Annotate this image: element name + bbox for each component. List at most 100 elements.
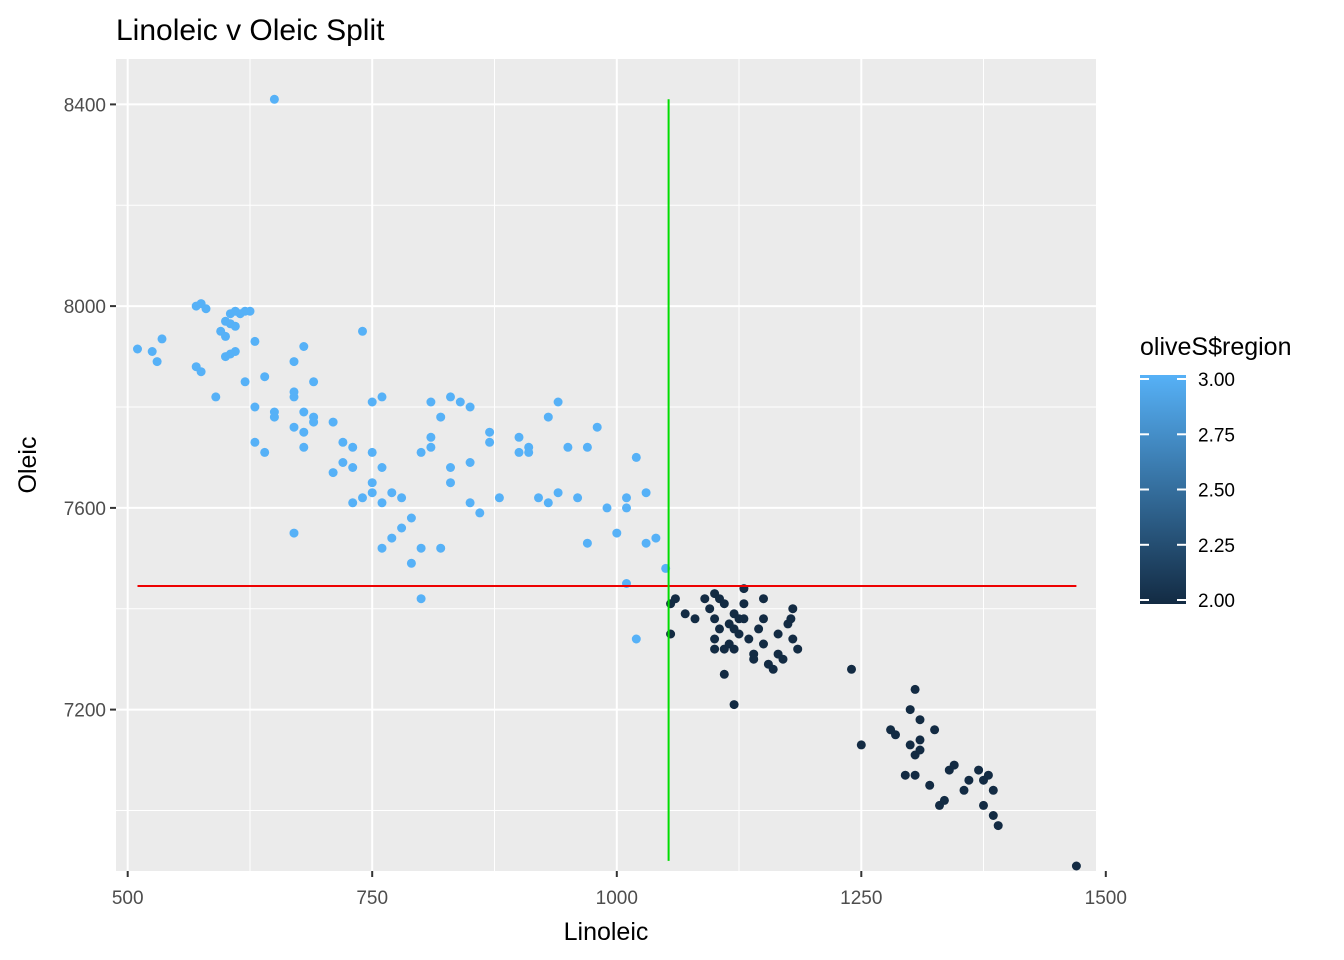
legend-ticks: 3.00 2.75 2.50 2.25 2.00 bbox=[1140, 370, 1235, 612]
data-point bbox=[377, 498, 387, 508]
y-tick-label: 8400 bbox=[64, 95, 106, 116]
data-point bbox=[949, 760, 959, 770]
data-point bbox=[485, 427, 495, 437]
data-point bbox=[631, 452, 641, 462]
data-point bbox=[759, 594, 768, 604]
data-point bbox=[426, 397, 436, 407]
data-point bbox=[622, 503, 631, 513]
data-point bbox=[348, 442, 358, 452]
data-point bbox=[680, 609, 690, 619]
data-point bbox=[582, 538, 592, 548]
data-point bbox=[152, 357, 162, 367]
color-legend: oliveS$region 3.00 2.75 2.50 2.25 2.00 bbox=[1140, 333, 1292, 612]
data-point bbox=[939, 795, 949, 805]
data-point bbox=[436, 412, 446, 422]
data-point bbox=[289, 528, 299, 538]
major-gridlines bbox=[116, 59, 1107, 871]
data-points bbox=[133, 94, 1081, 871]
data-point bbox=[719, 599, 729, 609]
data-point bbox=[446, 463, 455, 472]
data-point bbox=[328, 468, 338, 478]
data-point bbox=[377, 463, 387, 472]
data-point bbox=[891, 730, 900, 740]
data-point bbox=[446, 478, 455, 488]
data-point bbox=[773, 629, 783, 639]
data-point bbox=[514, 447, 524, 457]
data-point bbox=[847, 664, 856, 674]
data-point bbox=[514, 432, 524, 442]
data-point bbox=[416, 543, 426, 553]
split-lines bbox=[137, 99, 1077, 861]
data-point bbox=[915, 745, 925, 755]
data-point bbox=[133, 344, 142, 354]
data-point bbox=[299, 342, 309, 351]
data-point bbox=[465, 498, 475, 508]
x-tick-label: 1250 bbox=[840, 888, 882, 909]
data-point bbox=[377, 543, 387, 553]
data-point bbox=[793, 644, 803, 654]
data-point bbox=[710, 614, 720, 624]
data-point bbox=[367, 397, 377, 407]
data-point bbox=[397, 523, 407, 533]
data-point bbox=[651, 533, 661, 543]
data-point bbox=[759, 614, 768, 624]
data-point bbox=[436, 543, 446, 553]
data-point bbox=[670, 594, 680, 604]
data-point bbox=[196, 367, 206, 377]
data-point bbox=[543, 412, 553, 422]
data-point bbox=[328, 417, 338, 427]
x-tick-label: 500 bbox=[112, 888, 144, 909]
legend-label: 2.00 bbox=[1198, 591, 1235, 612]
data-point bbox=[406, 513, 416, 523]
plot-panel bbox=[116, 59, 1096, 871]
data-point bbox=[426, 442, 436, 452]
data-point bbox=[397, 493, 407, 503]
data-point bbox=[348, 498, 358, 508]
x-axis-title: Linoleic bbox=[564, 918, 649, 946]
x-tick-label: 1500 bbox=[1085, 888, 1127, 909]
data-point bbox=[260, 372, 270, 382]
legend-label: 2.25 bbox=[1198, 536, 1235, 557]
data-point bbox=[338, 458, 348, 467]
legend-label: 2.75 bbox=[1198, 425, 1235, 446]
data-point bbox=[147, 347, 157, 356]
y-tick-label: 7600 bbox=[64, 499, 106, 520]
data-point bbox=[729, 644, 739, 654]
data-point bbox=[719, 669, 729, 679]
data-point bbox=[754, 624, 764, 634]
data-point bbox=[592, 422, 602, 432]
data-point bbox=[299, 427, 309, 437]
data-point bbox=[915, 735, 925, 745]
data-point bbox=[602, 503, 612, 513]
data-point bbox=[988, 785, 998, 795]
data-point bbox=[475, 508, 485, 518]
data-point bbox=[348, 463, 358, 472]
data-point bbox=[778, 654, 788, 664]
y-tick-label: 7200 bbox=[64, 701, 106, 722]
data-point bbox=[269, 94, 279, 104]
data-point bbox=[905, 740, 915, 750]
x-tick-label: 750 bbox=[356, 888, 388, 909]
data-point bbox=[338, 437, 348, 447]
data-point bbox=[768, 664, 778, 674]
data-point bbox=[622, 493, 631, 503]
data-point bbox=[416, 594, 426, 604]
data-point bbox=[250, 402, 260, 412]
data-point bbox=[641, 488, 651, 498]
data-point bbox=[915, 715, 925, 725]
data-point bbox=[553, 488, 563, 498]
data-point bbox=[455, 397, 465, 407]
data-point bbox=[983, 770, 993, 780]
data-point bbox=[705, 604, 715, 614]
data-point bbox=[690, 614, 700, 624]
data-point bbox=[309, 377, 319, 387]
data-point bbox=[485, 437, 495, 447]
data-point bbox=[221, 331, 230, 341]
data-point bbox=[666, 629, 676, 639]
data-point bbox=[715, 624, 724, 634]
data-point bbox=[710, 644, 720, 654]
data-point bbox=[358, 493, 367, 503]
data-point bbox=[494, 493, 504, 503]
data-point bbox=[734, 629, 744, 639]
